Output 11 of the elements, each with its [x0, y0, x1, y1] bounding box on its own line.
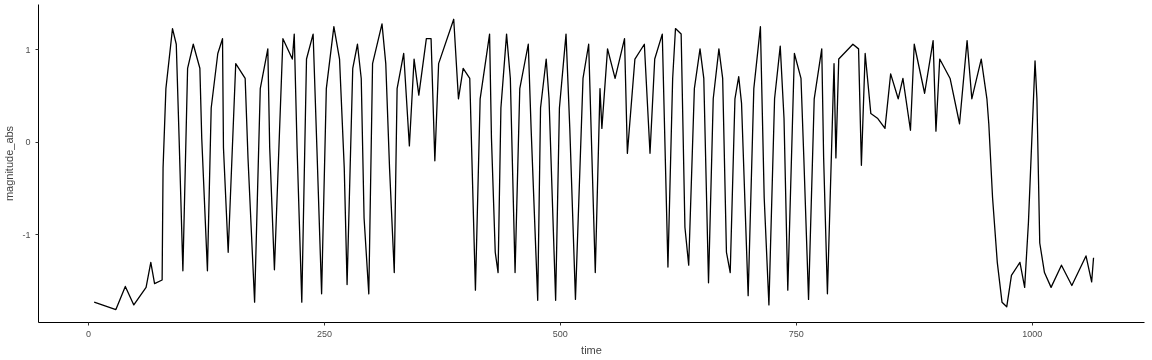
x-axis-title: time — [581, 343, 602, 356]
x-tick-label: 750 — [788, 328, 804, 339]
y-tick-label: 0 — [25, 137, 31, 148]
y-tick-label: 1 — [25, 44, 31, 55]
x-tick-label: 500 — [552, 328, 568, 339]
x-tick-label: 1000 — [1022, 328, 1043, 339]
y-tick-label: -1 — [22, 229, 31, 240]
x-tick-label: 0 — [86, 328, 92, 339]
y-axis-title: magnitude_abs — [3, 125, 16, 202]
x-tick-label: 250 — [316, 328, 332, 339]
line-series — [93, 18, 1095, 311]
